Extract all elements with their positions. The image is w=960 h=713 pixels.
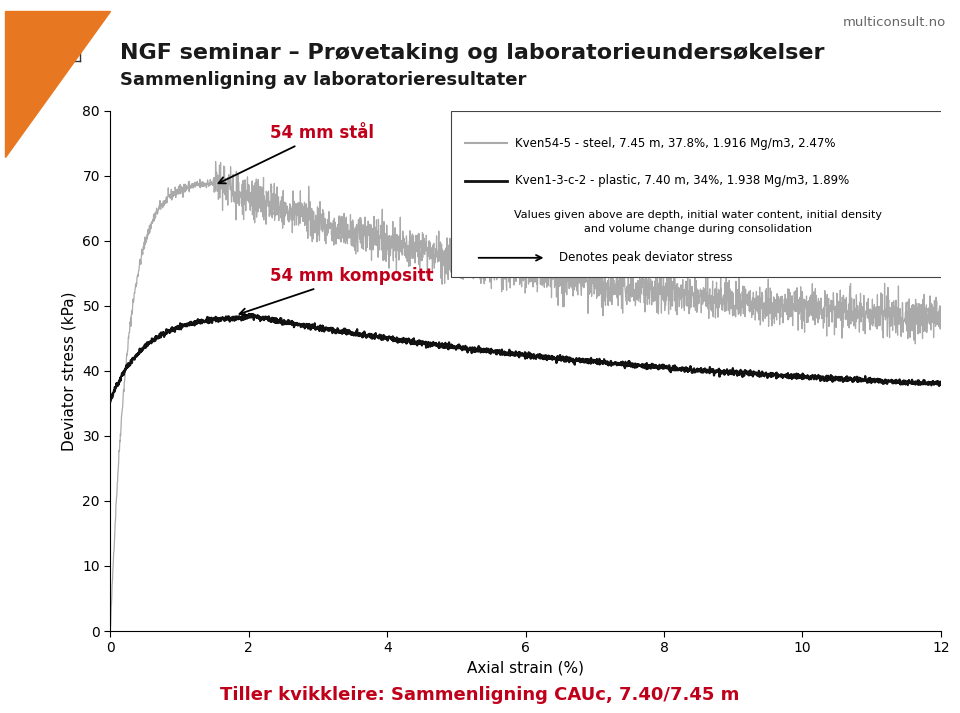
- Text: Sammenligning av laboratorieresultater: Sammenligning av laboratorieresultater: [120, 71, 526, 89]
- Text: NGF seminar – Prøvetaking og laboratorieundersøkelser: NGF seminar – Prøvetaking og laboratorie…: [120, 43, 825, 63]
- Text: Denotes peak deviator stress: Denotes peak deviator stress: [559, 251, 732, 265]
- Y-axis label: Deviator stress (kPa): Deviator stress (kPa): [61, 291, 77, 451]
- Text: multiconsult.no: multiconsult.no: [842, 16, 946, 29]
- Text: Kven1-3-c-2 - plastic, 7.40 m, 34%, 1.938 Mg/m3, 1.89%: Kven1-3-c-2 - plastic, 7.40 m, 34%, 1.93…: [515, 174, 849, 188]
- Text: 54 mm stål: 54 mm stål: [219, 124, 373, 183]
- Text: Kven54-5 - steel, 7.45 m, 37.8%, 1.916 Mg/m3, 2.47%: Kven54-5 - steel, 7.45 m, 37.8%, 1.916 M…: [515, 137, 835, 150]
- X-axis label: Axial strain (%): Axial strain (%): [468, 661, 584, 676]
- Text: 54 mm kompositt: 54 mm kompositt: [239, 267, 433, 315]
- Text: NGF: NGF: [31, 21, 57, 31]
- FancyBboxPatch shape: [451, 111, 945, 277]
- Text: Values given above are depth, initial water content, initial density
and volume : Values given above are depth, initial wa…: [514, 210, 882, 235]
- Text: 1950: 1950: [33, 47, 55, 56]
- Text: Tiller kvikkleire: Sammenligning CAUc, 7.40/7.45 m: Tiller kvikkleire: Sammenligning CAUc, 7…: [220, 687, 740, 704]
